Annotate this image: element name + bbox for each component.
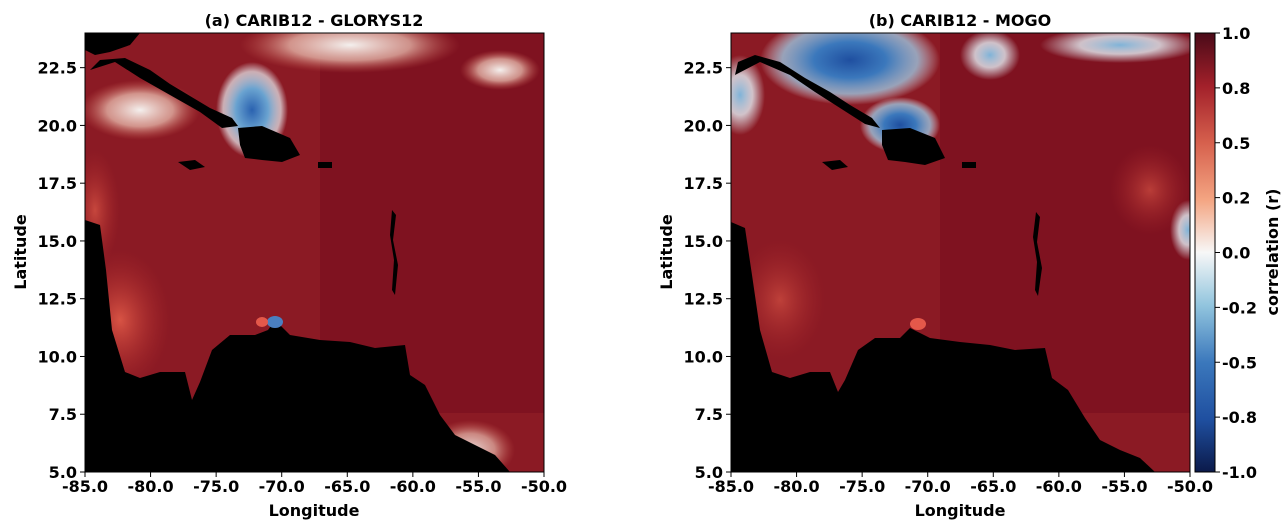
x-tick-label: -60.0 <box>1036 477 1082 496</box>
y-tick-label: 20.0 <box>684 116 723 135</box>
y-axis-a: 5.0 7.5 10.0 12.5 15.0 17.5 20.0 22.5 <box>38 59 85 482</box>
x-axis-a: -85.0 -80.0 -75.0 -70.0 -65.0 -60.0 -55.0 -50.0 <box>62 472 567 496</box>
land-south-america-b <box>731 222 1155 472</box>
chart-title-b: (b) CARIB12 - MOGO <box>869 11 1052 30</box>
y-tick-label: 10.0 <box>38 347 77 366</box>
y-tick-label: 5.0 <box>695 463 723 482</box>
plot-frame-a <box>84 32 545 473</box>
land-hispaniola-b <box>882 128 945 165</box>
land-cuba-a <box>90 58 238 128</box>
x-tick-label: -80.0 <box>774 477 820 496</box>
x-tick-label: -55.0 <box>455 477 501 496</box>
colorbar-tick-label: 0.0 <box>1222 244 1250 263</box>
y-tick-label: 17.5 <box>684 174 723 193</box>
x-tick-label: -75.0 <box>193 477 239 496</box>
y-tick-label: 5.0 <box>49 463 77 482</box>
panel-b: (b) CARIB12 - MOGO -85.0 -80.0 -75.0 -70.0-… <box>657 11 1213 520</box>
y-tick-label: 17.5 <box>38 174 77 193</box>
colorbar-tick-label: -1.0 <box>1222 463 1257 482</box>
colorbar-tick-label: -0.5 <box>1222 353 1257 372</box>
x-tick-label: -85.0 <box>708 477 754 496</box>
x-axis-label-b: Longitude <box>915 501 1006 520</box>
y-tick-label: 20.0 <box>38 116 77 135</box>
colorbar-tick-label: 0.2 <box>1222 189 1250 208</box>
x-tick-label: -65.0 <box>970 477 1016 496</box>
y-tick-label: 15.0 <box>38 232 77 251</box>
y-axis-label-a: Latitude <box>11 214 30 290</box>
y-tick-label: 15.0 <box>684 232 723 251</box>
y-axis-label-b: Latitude <box>657 214 676 290</box>
y-axis-b: 5.0 7.5 10.0 12.5 15.0 17.5 20.0 22.5 <box>684 59 731 482</box>
chart-title-a: (a) CARIB12 - GLORYS12 <box>205 11 424 30</box>
x-tick-label: -55.0 <box>1101 477 1147 496</box>
negative-corr-north-b <box>760 33 940 105</box>
x-tick-label: -80.0 <box>128 477 174 496</box>
colorbar-tick-label: 0.8 <box>1222 79 1250 98</box>
colorbar-gradient <box>1194 32 1216 473</box>
panel-a: (a) CARIB12 - GLORYS12 -85.0 -80.0 -75.0 -7… <box>11 11 567 520</box>
heatmap-b <box>731 33 1190 472</box>
x-tick-label: -85.0 <box>62 477 108 496</box>
y-tick-label: 22.5 <box>684 59 723 78</box>
heatmap-a <box>85 33 544 472</box>
colorbar-tick-label: -0.8 <box>1222 408 1257 427</box>
x-tick-label: -65.0 <box>324 477 370 496</box>
y-tick-label: 7.5 <box>49 405 77 424</box>
colorbar-tick-label: 1.0 <box>1222 24 1250 43</box>
x-tick-label: -70.0 <box>905 477 951 496</box>
x-axis-label-a: Longitude <box>269 501 360 520</box>
low-corr-north-a <box>240 33 460 73</box>
x-tick-label: -50.0 <box>1167 477 1213 496</box>
plot-frame-b <box>730 32 1191 473</box>
x-tick-label: -50.0 <box>521 477 567 496</box>
land-hispaniola-a <box>238 126 300 162</box>
y-tick-label: 22.5 <box>38 59 77 78</box>
y-tick-label: 7.5 <box>695 405 723 424</box>
colorbar: 1.0 0.8 0.5 0.2 0.0 -0.2 -0.5 -0.8 -1.0 correlat… <box>1194 24 1282 482</box>
x-tick-label: -60.0 <box>390 477 436 496</box>
y-tick-label: 10.0 <box>684 347 723 366</box>
x-axis-b: -85.0 -80.0 -75.0 -70.0 -65.0 -60.0 -55.0 -50.0 <box>708 472 1213 496</box>
colorbar-label: correlation (r) <box>1263 189 1282 316</box>
x-tick-label: -75.0 <box>839 477 885 496</box>
y-tick-label: 12.5 <box>684 290 723 309</box>
x-tick-label: -70.0 <box>259 477 305 496</box>
colorbar-tick-label: 0.5 <box>1222 134 1250 153</box>
land-south-america-a <box>85 220 510 472</box>
land-cuba-b <box>735 55 880 128</box>
colorbar-ticks: 1.0 0.8 0.5 0.2 0.0 -0.2 -0.5 -0.8 -1.0 <box>1215 24 1257 482</box>
y-tick-label: 12.5 <box>38 290 77 309</box>
colorbar-tick-label: -0.2 <box>1222 298 1257 317</box>
